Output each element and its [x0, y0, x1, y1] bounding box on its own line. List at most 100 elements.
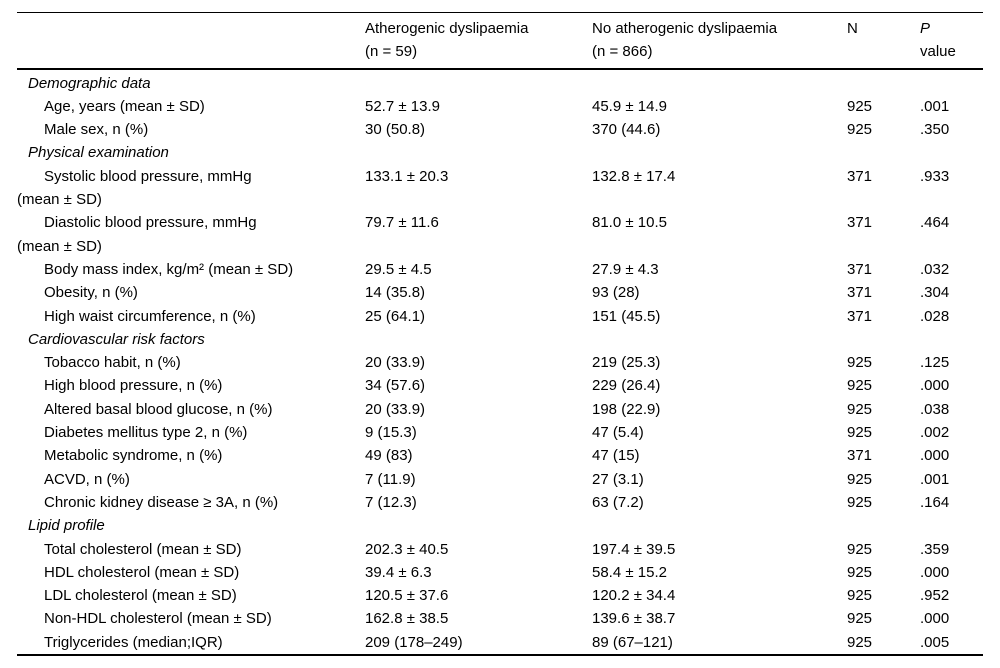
row-label: Metabolic syndrome, n (%): [44, 447, 223, 465]
cell-p: .002: [920, 424, 950, 442]
cell-group1: 7 (12.3): [365, 493, 417, 511]
cell-n: 925: [847, 540, 873, 558]
section-label: Demographic data: [28, 74, 151, 92]
table-row: Diabetes mellitus type 2, n (%) 9 (15.3)…: [17, 421, 983, 444]
cell-group2: 81.0 ± 10.5: [592, 214, 667, 232]
cell-group1: 52.7 ± 13.9: [365, 97, 440, 115]
cell-n: 371: [847, 260, 873, 278]
header-label-cell: [17, 13, 365, 70]
table-row: Age, years (mean ± SD) 52.7 ± 13.9 45.9 …: [17, 95, 983, 118]
table-header: Atherogenic dyslipaemia (n = 59) No athe…: [17, 13, 983, 70]
row-label: HDL cholesterol (mean ± SD): [44, 563, 240, 581]
cell-p: .032: [920, 260, 950, 278]
cell-group1: 202.3 ± 40.5: [365, 540, 449, 558]
header-group2-cell: No atherogenic dyslipaemia (n = 866): [592, 13, 847, 70]
header-p-sub: value: [920, 43, 956, 61]
cell-group1: 14 (35.8): [365, 284, 426, 302]
section-row: Physical examination: [17, 141, 983, 164]
row-label: Systolic blood pressure, mmHg (mean ± SD…: [17, 165, 365, 212]
row-label: Diastolic blood pressure, mmHg (mean ± S…: [17, 211, 365, 258]
header-group1-sub: (n = 59): [365, 43, 418, 61]
cell-group2: 45.9 ± 14.9: [592, 97, 667, 115]
cell-n: 925: [847, 424, 873, 442]
header-p-cell: P value: [920, 13, 983, 70]
cell-n: 925: [847, 97, 873, 115]
row-label-line1: Diastolic blood pressure, mmHg: [44, 214, 257, 232]
cell-p: .304: [920, 284, 950, 302]
cell-group2: 27 (3.1): [592, 470, 644, 488]
section-row: Lipid profile: [17, 514, 983, 537]
cell-group1: 39.4 ± 6.3: [365, 563, 432, 581]
cell-p: .001: [920, 470, 950, 488]
table-row: Altered basal blood glucose, n (%) 20 (3…: [17, 398, 983, 421]
cell-group1: 30 (50.8): [365, 121, 426, 139]
cell-n: 371: [847, 307, 873, 325]
cell-group2: 63 (7.2): [592, 493, 644, 511]
cell-group1: 25 (64.1): [365, 307, 426, 325]
cell-n: 925: [847, 633, 873, 651]
cell-group2: 132.8 ± 17.4: [592, 167, 676, 185]
cell-n: 925: [847, 470, 873, 488]
cell-group2: 89 (67–121): [592, 633, 673, 651]
table-row: High waist circumference, n (%) 25 (64.1…: [17, 305, 983, 328]
cell-p: .000: [920, 610, 950, 628]
table-row: Obesity, n (%) 14 (35.8) 93 (28) 371 .30…: [17, 281, 983, 304]
cell-group1: 20 (33.9): [365, 354, 426, 372]
cell-p: .464: [920, 214, 950, 232]
table-row: Non-HDL cholesterol (mean ± SD) 162.8 ± …: [17, 607, 983, 630]
header-group1-title: Atherogenic dyslipaemia: [365, 20, 529, 37]
table-row: Total cholesterol (mean ± SD) 202.3 ± 40…: [17, 538, 983, 561]
row-label: Total cholesterol (mean ± SD): [44, 540, 242, 558]
cell-group2: 219 (25.3): [592, 354, 661, 372]
cell-n: 925: [847, 610, 873, 628]
section-row: Cardiovascular risk factors: [17, 328, 983, 351]
cell-group1: 162.8 ± 38.5: [365, 610, 449, 628]
cell-n: 371: [847, 447, 873, 465]
cell-group2: 139.6 ± 38.7: [592, 610, 676, 628]
cell-n: 925: [847, 563, 873, 581]
cell-group1: 209 (178–249): [365, 633, 463, 651]
table-row: Male sex, n (%) 30 (50.8) 370 (44.6) 925…: [17, 118, 983, 141]
cell-n: 925: [847, 400, 873, 418]
table-body: Demographic data Age, years (mean ± SD) …: [17, 69, 983, 654]
table-row: Chronic kidney disease ≥ 3A, n (%) 7 (12…: [17, 491, 983, 514]
section-label: Lipid profile: [28, 517, 105, 535]
table-row: Diastolic blood pressure, mmHg (mean ± S…: [17, 211, 983, 258]
header-group2-sub: (n = 866): [592, 43, 653, 61]
cell-group1: 120.5 ± 37.6: [365, 587, 449, 605]
table-row: Tobacco habit, n (%) 20 (33.9) 219 (25.3…: [17, 351, 983, 374]
cell-group1: 34 (57.6): [365, 377, 426, 395]
row-label: High waist circumference, n (%): [44, 307, 256, 325]
comparison-table: Atherogenic dyslipaemia (n = 59) No athe…: [17, 12, 983, 657]
table-row: ACVD, n (%) 7 (11.9) 27 (3.1) 925 .001: [17, 468, 983, 491]
cell-p: .000: [920, 563, 950, 581]
row-label: High blood pressure, n (%): [44, 377, 223, 395]
cell-p: .125: [920, 354, 950, 372]
row-label: ACVD, n (%): [44, 470, 130, 488]
cell-n: 925: [847, 587, 873, 605]
cell-group2: 58.4 ± 15.2: [592, 563, 667, 581]
header-row: Atherogenic dyslipaemia (n = 59) No athe…: [17, 13, 983, 70]
row-label: Diabetes mellitus type 2, n (%): [44, 424, 248, 442]
header-group2-title: No atherogenic dyslipaemia: [592, 20, 778, 37]
cell-p: .028: [920, 307, 950, 325]
row-label: LDL cholesterol (mean ± SD): [44, 587, 237, 605]
row-label: Non-HDL cholesterol (mean ± SD): [44, 610, 272, 628]
cell-p: .001: [920, 97, 950, 115]
table-row: Body mass index, kg/m² (mean ± SD) 29.5 …: [17, 258, 983, 281]
table-row: Metabolic syndrome, n (%) 49 (83) 47 (15…: [17, 444, 983, 467]
cell-group2: 197.4 ± 39.5: [592, 540, 676, 558]
section-label: Cardiovascular risk factors: [28, 330, 205, 348]
cell-group1: 9 (15.3): [365, 424, 417, 442]
cell-group1: 133.1 ± 20.3: [365, 167, 449, 185]
cell-group2: 198 (22.9): [592, 400, 661, 418]
cell-n: 925: [847, 354, 873, 372]
table-row: LDL cholesterol (mean ± SD) 120.5 ± 37.6…: [17, 584, 983, 607]
row-label-line2: (mean ± SD): [17, 237, 102, 255]
row-label-line1: Systolic blood pressure, mmHg: [44, 167, 252, 185]
row-label: Obesity, n (%): [44, 284, 138, 302]
header-n-cell: N: [847, 13, 920, 70]
row-label: Tobacco habit, n (%): [44, 354, 181, 372]
table-row: Triglycerides (median;IQR) 209 (178–249)…: [17, 631, 983, 654]
cell-group2: 27.9 ± 4.3: [592, 260, 659, 278]
